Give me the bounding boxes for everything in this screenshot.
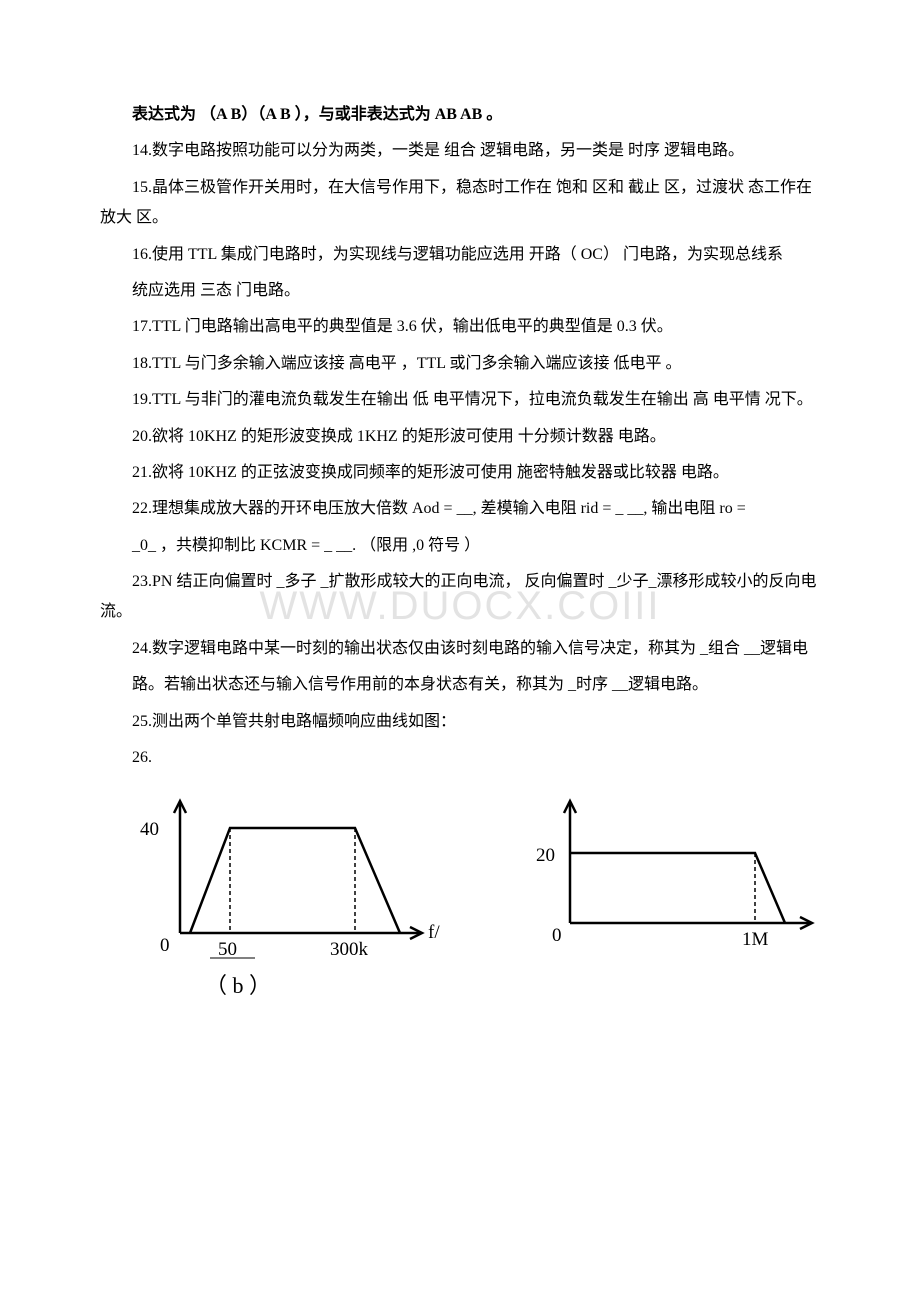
q24-line2: 路。若输出状态还与输入信号作用前的本身状态有关，称其为 _时序 __逻辑电路。 [100, 670, 820, 700]
chart-b-x50-label: 50 [218, 939, 237, 960]
q16-line1: 16.使用 TTL 集成门电路时，为实现线与逻辑功能应选用 开路（ OC） 门电… [100, 240, 820, 270]
q26-text: 26. [100, 743, 820, 773]
chart-b-curve [190, 828, 400, 933]
chart-b-x300k-label: 300k [330, 939, 369, 960]
q13-text: 表达式为 （A B）（A B ），与或非表达式为 AB AB 。 [100, 100, 820, 130]
q19-text: 19.TTL 与非门的灌电流负载发生在输出 低 电平情况下，拉电流负载发生在输出… [100, 385, 820, 415]
chart-b-y0-label: 0 [160, 935, 170, 956]
chart-b-xlabel: f/H [428, 922, 440, 943]
charts-container: 40 0 50 300k f/H （ b ） 20 0 1M [130, 783, 820, 1003]
chart-right-y20-label: 20 [536, 845, 555, 866]
chart-right-y0-label: 0 [552, 925, 562, 946]
chart-right-svg: 20 0 1M [520, 783, 820, 973]
chart-b-y40-label: 40 [140, 819, 159, 840]
q21-text: 21.欲将 10KHZ 的正弦波变换成同频率的矩形波可使用 施密特触发器或比较器… [100, 458, 820, 488]
chart-right-curve [570, 853, 785, 923]
q17-text: 17.TTL 门电路输出高电平的典型值是 3.6 伏，输出低电平的典型值是 0.… [100, 312, 820, 342]
chart-right: 20 0 1M [520, 783, 820, 1003]
q18-text: 18.TTL 与门多余输入端应该接 高电平 ，TTL 或门多余输入端应该接 低电… [100, 349, 820, 379]
q16-line2: 统应选用 三态 门电路。 [100, 276, 820, 306]
chart-b-svg: 40 0 50 300k f/H （ b ） [130, 783, 440, 1003]
q15-text: 15.晶体三极管作开关用时，在大信号作用下，稳态时工作在 饱和 区和 截止 区，… [100, 173, 820, 234]
q20-text: 20.欲将 10KHZ 的矩形波变换成 1KHZ 的矩形波可使用 十分频计数器 … [100, 422, 820, 452]
chart-b-caption: （ b ） [205, 973, 271, 998]
q25-text: 25.测出两个单管共射电路幅频响应曲线如图： [100, 707, 820, 737]
q22-line1: 22.理想集成放大器的开环电压放大倍数 Aod = __, 差模输入电阻 rid… [100, 494, 820, 524]
chart-right-x1m-label: 1M [742, 929, 769, 950]
q14-text: 14.数字电路按照功能可以分为两类，一类是 组合 逻辑电路，另一类是 时序 逻辑… [100, 136, 820, 166]
q23-text: 23.PN 结正向偏置时 _多子 _扩散形成较大的正向电流， 反向偏置时 _少子… [100, 567, 820, 628]
q22-line2: _0_ ，共模抑制比 KCMR = _ __. （限用 ,0 符号 ） [100, 531, 820, 561]
chart-b: 40 0 50 300k f/H （ b ） [130, 783, 440, 1003]
q24-line1: 24.数字逻辑电路中某一时刻的输出状态仅由该时刻电路的输入信号决定，称其为 _组… [100, 634, 820, 664]
